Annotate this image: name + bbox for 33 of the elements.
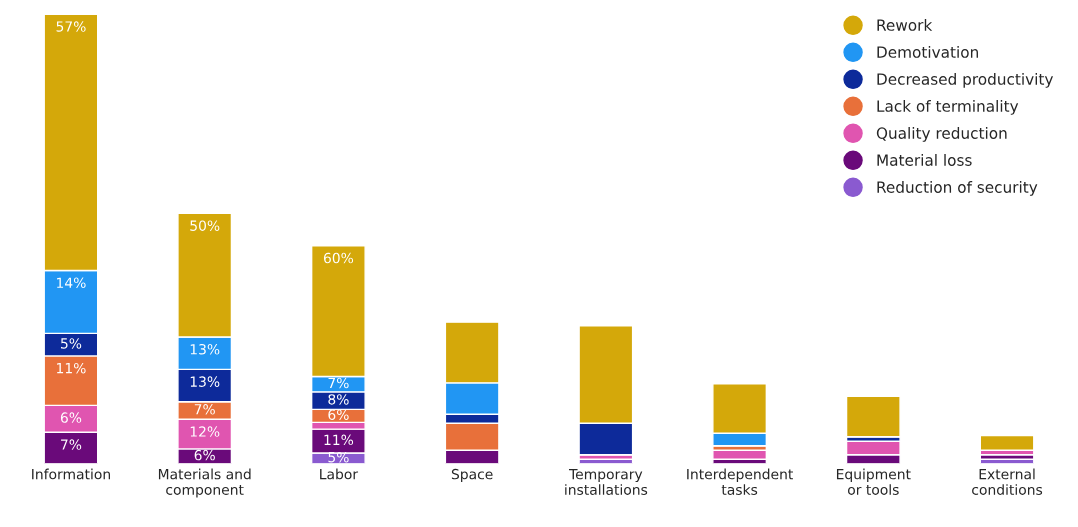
annotation: 7% <box>61 439 82 450</box>
annotation: 13% <box>190 344 220 355</box>
legend-label: Quality reduction <box>876 127 1007 142</box>
annotation: 11% <box>324 434 354 446</box>
annotation: 57% <box>56 21 86 32</box>
annotation: 14% <box>57 277 86 288</box>
x-tick-label: Temporary installations <box>565 469 648 495</box>
x-tick-label: External conditions <box>972 468 1043 495</box>
x-tick-label: Equipment or tools <box>836 468 911 495</box>
annotation: 60% <box>323 252 354 264</box>
annotation: 5% <box>328 451 349 463</box>
x-tick-label: Materials and component <box>158 468 251 498</box>
x-tick-label: Information <box>32 468 110 480</box>
annotation: 11% <box>57 362 86 374</box>
annotation: 6% <box>194 449 215 461</box>
legend-label: Rework <box>877 19 933 31</box>
legend-label: Reduction of security <box>877 181 1038 196</box>
annotation: 50% <box>190 220 220 231</box>
annotation: 12% <box>190 426 220 437</box>
annotation: 6% <box>60 412 82 423</box>
annotation: 6% <box>328 409 349 420</box>
annotation: 8% <box>328 394 349 405</box>
x-tick-label: Space <box>451 468 493 483</box>
x-tick-label: Interdependent tasks <box>687 468 793 495</box>
annotation: 7% <box>194 404 215 415</box>
annotation: 5% <box>61 338 82 349</box>
legend-label: Decreased productivity <box>877 73 1054 88</box>
legend-label: Material loss <box>877 154 972 166</box>
annotation: 7% <box>328 377 349 389</box>
legend-label: Demotivation <box>877 46 978 58</box>
legend-label: Lack of terminality <box>877 100 1019 115</box>
annotation: 13% <box>190 376 220 387</box>
x-tick-label: Labor <box>320 468 359 480</box>
